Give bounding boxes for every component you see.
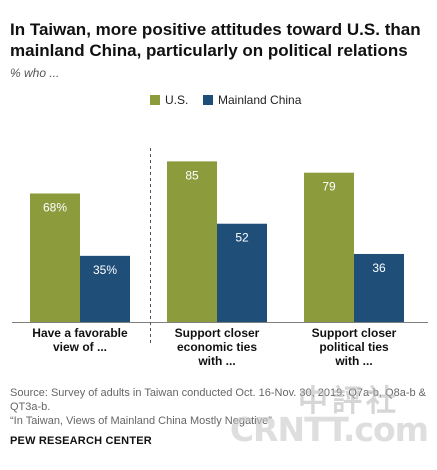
data-label-china-1: 52: [235, 231, 249, 245]
brand-name: PEW RESEARCH CENTER: [10, 435, 152, 447]
source-line-2: QT3a-b.: [10, 401, 51, 413]
chart-title: In Taiwan, more positive attitudes towar…: [10, 20, 421, 60]
source-line-3: “In Taiwan, Views of Mainland China Most…: [10, 415, 272, 427]
category-label-2-line-1: political ties: [319, 340, 389, 354]
category-label-1-line-0: Support closer: [175, 326, 260, 340]
legend-label-china: Mainland China: [218, 93, 302, 107]
data-label-us-0: 68%: [43, 200, 67, 214]
category-label-0-line-1: view of ...: [53, 340, 107, 354]
bar-us-2: [304, 172, 354, 322]
data-label-us-2: 79: [322, 180, 336, 194]
bar-china-2: [354, 253, 404, 322]
legend-swatch-china: [203, 95, 213, 105]
chart-subtitle: % who ...: [10, 66, 60, 80]
legend-item-us: U.S.: [150, 92, 188, 108]
bar-us-0: [30, 193, 80, 322]
bar-us-1: [167, 161, 217, 322]
bar-china-1: [217, 223, 267, 322]
legend-swatch-us: [150, 95, 160, 105]
data-label-china-0: 35%: [93, 263, 117, 277]
category-label-2-line-0: Support closer: [312, 326, 397, 340]
category-label-2-line-2: with ...: [334, 354, 372, 368]
category-label-1-line-1: economic ties: [177, 340, 257, 354]
source-note: Source: Survey of adults in Taiwan condu…: [10, 386, 430, 428]
legend-label-us: U.S.: [165, 93, 189, 107]
category-label-1-line-2: with ...: [197, 354, 235, 368]
category-label-0-line-0: Have a favorable: [32, 326, 128, 340]
data-label-china-2: 36: [372, 261, 386, 275]
data-label-us-1: 85: [185, 168, 199, 182]
legend-item-china: Mainland China: [203, 92, 301, 108]
source-line-1: Source: Survey of adults in Taiwan condu…: [10, 387, 426, 399]
bar-china-0: [80, 255, 130, 322]
